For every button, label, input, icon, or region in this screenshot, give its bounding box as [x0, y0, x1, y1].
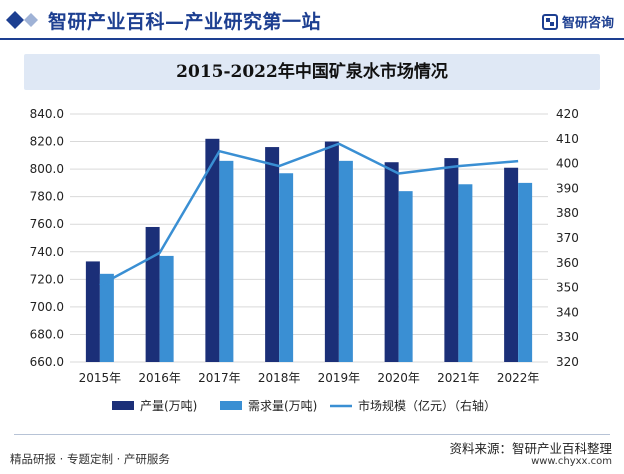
bar-demand: [279, 173, 294, 362]
x-axis-tick-label: 2019年: [318, 371, 361, 385]
header-title: 智研产业百科—产业研究第一站: [48, 11, 322, 33]
left-axis-tick-label: 680.0: [30, 327, 64, 341]
footer-source: 资料来源：智研产业百科整理: [449, 441, 612, 456]
right-axis-tick-label: 370: [556, 231, 579, 245]
right-axis-tick-label: 390: [556, 181, 579, 195]
x-axis-tick-label: 2017年: [198, 371, 241, 385]
left-axis-tick-label: 720.0: [30, 272, 64, 286]
right-axis-tick-label: 410: [556, 132, 579, 146]
left-axis-tick-label: 780.0: [30, 190, 64, 204]
x-axis-tick-label: 2018年: [258, 371, 301, 385]
legend-demand-swatch: [220, 401, 242, 410]
bar-production: [265, 147, 280, 362]
chart-panel: 2015-2022年中国矿泉水市场情况 660.0 680.0 700.0 720.0…: [14, 46, 610, 428]
x-axis-tick-label: 2015年: [79, 371, 122, 385]
chart-title: 2015-2022年中国矿泉水市场情况: [176, 62, 448, 82]
x-axis-tick-label: 2022年: [497, 371, 540, 385]
bar-production: [145, 226, 160, 362]
brand-name: 智研咨询: [561, 16, 614, 31]
left-axis-tick-label: 700.0: [30, 300, 64, 314]
footer-services: 精品研报 · 专题定制 · 产研服务: [10, 452, 170, 466]
diamond-icons: [6, 11, 38, 29]
line-market-size: [99, 142, 519, 287]
x-axis-tick-label: 2021年: [437, 371, 480, 385]
left-axis-tick-label: 820.0: [30, 135, 64, 149]
right-axis-tick-label: 380: [556, 206, 579, 220]
bar-demand: [398, 191, 413, 362]
right-axis-tick-label: 360: [556, 256, 579, 270]
footer-url: www.chyxx.com: [531, 456, 612, 467]
legend-demand-label: 需求量(万吨): [248, 399, 317, 413]
chart-title-bar: 2015-2022年中国矿泉水市场情况: [24, 54, 600, 90]
left-axis-tick-label: 760.0: [30, 217, 64, 231]
bar-production: [324, 141, 339, 362]
bar-production: [504, 167, 519, 362]
bar-production: [444, 158, 459, 362]
chart: 660.0 680.0 700.0 720.0 740.0 760.0 780.0 800.0…: [30, 107, 579, 413]
x-axis-tick-label: 2016年: [138, 371, 181, 385]
bar-demand: [99, 273, 114, 362]
right-axis-tick-label: 320: [556, 355, 579, 369]
page-footer: 精品研报 · 专题定制 · 产研服务 资料来源：智研产业百科整理 www.chy…: [0, 434, 624, 474]
bar-production: [85, 261, 100, 362]
right-axis-tick-label: 350: [556, 281, 579, 295]
legend-production-label: 产量(万吨): [140, 399, 197, 413]
right-axis-tick-label: 400: [556, 157, 579, 171]
bar-demand: [219, 160, 234, 362]
page-header: 智研产业百科—产业研究第一站 智研咨询: [0, 0, 624, 40]
left-axis-tick-label: 800.0: [30, 162, 64, 176]
brand-icon: [541, 13, 558, 30]
bar-demand: [338, 160, 353, 362]
left-axis-tick-label: 740.0: [30, 245, 64, 259]
right-axis-tick-label: 340: [556, 305, 579, 319]
right-axis-tick-label: 420: [556, 107, 579, 121]
header-divider: [0, 38, 624, 40]
right-axis-tick-label: 330: [556, 330, 579, 344]
left-axis-tick-label: 660.0: [30, 355, 64, 369]
bar-demand: [458, 184, 473, 362]
bar-demand: [159, 255, 174, 362]
footer-divider: [14, 434, 610, 435]
bar-demand: [518, 182, 533, 362]
brand-logo: 智研咨询: [541, 12, 614, 31]
legend-production-swatch: [112, 401, 134, 410]
x-axis-tick-label: 2020年: [377, 371, 420, 385]
legend-market-size-label: 市场规模（亿元）（右轴）: [358, 398, 496, 413]
bar-production: [205, 138, 220, 362]
left-axis-tick-label: 840.0: [30, 107, 64, 121]
bar-production: [384, 162, 399, 362]
